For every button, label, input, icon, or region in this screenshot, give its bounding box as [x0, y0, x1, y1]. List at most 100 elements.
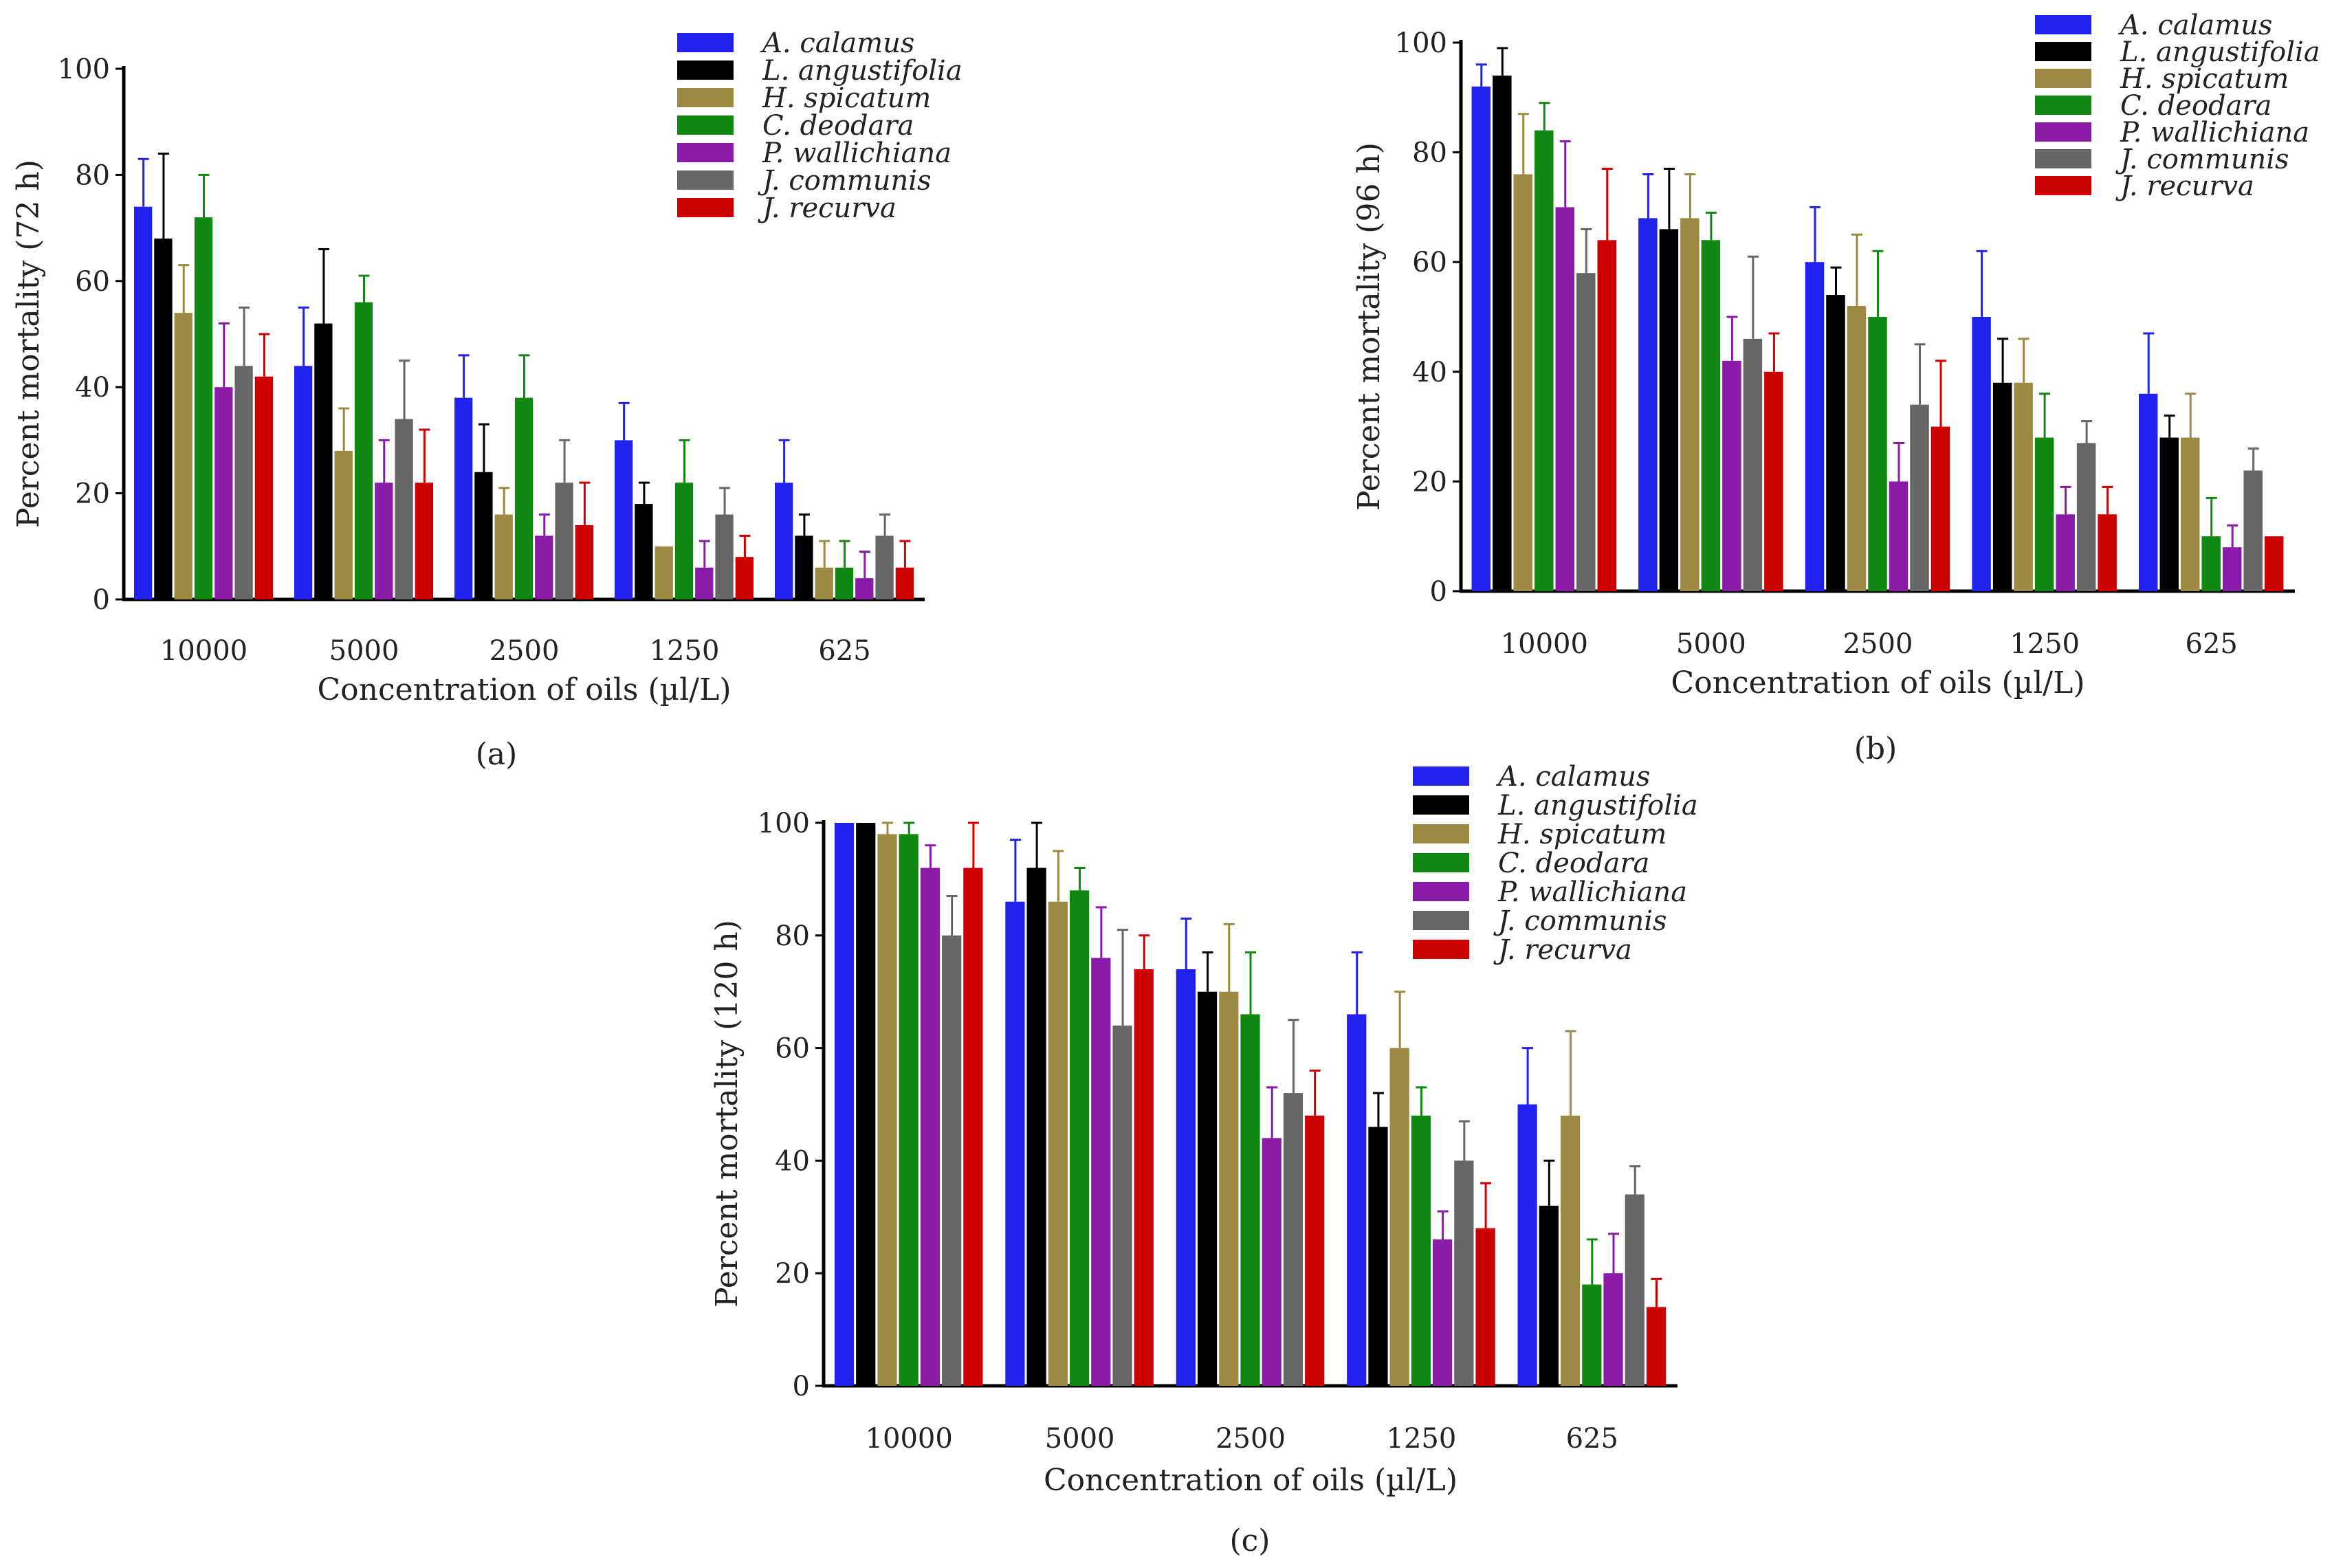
bar	[2056, 514, 2075, 591]
legend-entry: C. deodara	[762, 110, 914, 142]
bar	[1764, 371, 1783, 591]
bar	[1910, 404, 1929, 591]
bar	[1389, 1048, 1409, 1386]
bar	[835, 567, 854, 599]
legend-entry: A. calamus	[2118, 10, 2272, 41]
legend-entry: J. communis	[758, 165, 932, 197]
bar	[1134, 969, 1154, 1386]
bar	[375, 483, 393, 599]
legend-entry: J. recurva	[758, 192, 896, 224]
legend-swatch	[1413, 766, 1469, 786]
bar	[1517, 1104, 1537, 1386]
legend-swatch	[2035, 96, 2091, 115]
x-tick-label: 5000	[1676, 628, 1746, 660]
bar	[1471, 86, 1491, 592]
panel-label: (a)	[476, 737, 518, 772]
legend-entry: H. spicatum	[762, 82, 931, 114]
bar	[1625, 1194, 1644, 1386]
bar	[1197, 991, 1218, 1386]
bar	[1411, 1115, 1431, 1386]
bar	[1560, 1115, 1581, 1386]
bar	[2243, 470, 2263, 591]
bar	[1283, 1093, 1304, 1386]
bar	[1638, 218, 1658, 591]
bar	[735, 557, 754, 599]
bar	[1646, 1307, 1666, 1386]
bar	[815, 567, 833, 599]
bar	[535, 535, 553, 599]
x-tick-label: 10000	[1501, 628, 1588, 660]
legend-swatch	[677, 198, 734, 217]
panel-label: (c)	[1230, 1523, 1270, 1558]
bar	[1722, 360, 1741, 591]
y-tick-label: 60	[75, 266, 110, 298]
bar	[454, 397, 473, 599]
x-tick-label: 5000	[1045, 1423, 1115, 1455]
panel-label: (b)	[1854, 731, 1898, 766]
legend-entry: P. wallichiana	[762, 137, 952, 169]
y-axis-title: Percent mortality (96 h)	[1352, 142, 1387, 511]
y-tick-label: 0	[93, 584, 110, 616]
legend-swatch	[1413, 795, 1469, 815]
bar	[963, 868, 983, 1386]
x-tick-label: 1250	[1387, 1423, 1457, 1455]
y-tick-label: 20	[775, 1258, 810, 1290]
bar	[635, 504, 653, 599]
bar	[1659, 229, 1679, 591]
bar	[2222, 547, 2242, 591]
bar	[194, 217, 213, 599]
legend-swatch	[2035, 176, 2091, 195]
x-tick-label: 625	[2186, 628, 2238, 660]
bar	[1005, 901, 1025, 1386]
legend-swatch	[1413, 824, 1469, 843]
bar	[674, 483, 694, 599]
legend-swatch	[2035, 149, 2091, 168]
bar	[920, 868, 940, 1386]
bar	[1992, 382, 2012, 591]
x-tick-label: 5000	[329, 635, 399, 667]
bar	[1582, 1284, 1602, 1386]
y-tick-label: 20	[75, 478, 110, 510]
bar	[2180, 437, 2200, 591]
bar	[2264, 536, 2284, 591]
bar	[895, 567, 914, 599]
x-axis-title: Concentration of oils (µl/L)	[1671, 665, 2084, 700]
y-tick-label: 40	[1412, 357, 1447, 388]
bar	[1680, 218, 1700, 591]
bar	[1513, 174, 1533, 591]
bar	[1534, 130, 1554, 591]
legend-entry: C. deodara	[1498, 848, 1649, 879]
bar	[1930, 426, 1950, 591]
bar	[1368, 1127, 1388, 1386]
legend-swatch	[2035, 42, 2091, 61]
bar	[695, 567, 714, 599]
x-tick-label: 2500	[1216, 1423, 1286, 1455]
legend-swatch	[1413, 911, 1469, 930]
legend-swatch	[2035, 122, 2091, 142]
legend-entry: L. angustifolia	[1497, 790, 1698, 821]
y-tick-label: 100	[758, 808, 810, 839]
x-tick-label: 10000	[866, 1423, 953, 1455]
bar	[715, 514, 734, 599]
bar	[2034, 437, 2054, 591]
x-tick-label: 2500	[1843, 628, 1913, 660]
bar	[1743, 338, 1763, 591]
x-axis-title: Concentration of oils (µl/L)	[317, 672, 731, 707]
chart-panel-c: 0 20 40 60 80 100 10000 5000 2500 1250 625 Concentr…	[710, 761, 1698, 1558]
legend-entry: P. wallichiana	[1497, 876, 1687, 908]
bar	[1847, 306, 1867, 591]
bar	[1026, 868, 1046, 1386]
bar	[1091, 958, 1111, 1386]
y-tick-label: 80	[1412, 137, 1447, 169]
bar	[494, 514, 513, 599]
bar	[899, 834, 918, 1386]
bar	[1493, 75, 1512, 591]
y-tick-label: 60	[1412, 247, 1447, 278]
bar	[1826, 295, 1845, 591]
legend-entry: A. calamus	[760, 27, 914, 59]
bar	[1069, 890, 1090, 1386]
